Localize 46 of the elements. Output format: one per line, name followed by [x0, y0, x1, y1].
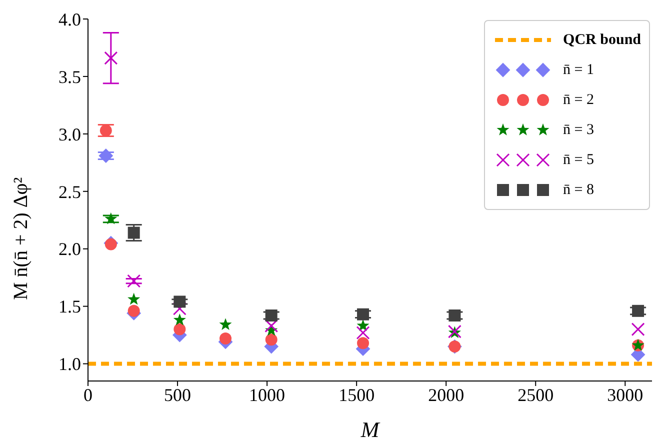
point [265, 334, 278, 346]
point [632, 304, 644, 317]
point [98, 148, 114, 163]
y-tick-label: 2.5 [58, 182, 81, 202]
point [128, 292, 140, 305]
y-tick-label: 4.0 [58, 9, 81, 30]
point [128, 226, 140, 239]
point [631, 322, 645, 336]
point [127, 274, 141, 288]
x-tick-label: 500 [164, 384, 192, 405]
x-tick-label: 2500 [518, 384, 554, 405]
point [357, 308, 370, 320]
y-tick-label: 1.5 [58, 296, 81, 317]
legend-label: n̄ = 8 [563, 182, 594, 198]
y-tick-label: 2.0 [58, 239, 81, 260]
point [172, 302, 186, 316]
legend-label: n̄ = 5 [563, 152, 594, 168]
y-tick-label: 1.0 [58, 354, 81, 374]
x-axis-title: M [360, 417, 381, 442]
point [220, 332, 232, 344]
legend-label: QCR bound [563, 32, 641, 48]
legend-label: n̄ = 2 [563, 92, 594, 108]
point [104, 212, 118, 224]
x-tick-label: 1500 [338, 384, 375, 405]
point [100, 124, 112, 136]
point [173, 313, 186, 326]
x-tick-label: 2000 [428, 384, 464, 405]
point [174, 296, 186, 308]
point [356, 326, 370, 340]
y-tick-label: 3.0 [58, 124, 81, 144]
y-tick-label: 3.5 [58, 66, 81, 87]
point [356, 319, 370, 332]
point [357, 337, 370, 350]
legend-label: n̄ = 1 [563, 62, 594, 78]
x-tick-label: 0 [84, 384, 92, 405]
x-tick-label: 3000 [607, 384, 644, 405]
point [174, 323, 186, 336]
point [219, 318, 232, 330]
point [448, 309, 461, 322]
x-tick-label: 1000 [249, 384, 286, 405]
legend-label: n̄ = 3 [563, 122, 594, 138]
point [264, 319, 278, 333]
point [128, 304, 140, 317]
point [265, 309, 278, 322]
point [104, 51, 118, 65]
y-axis-title: M n̄(n̄ + 2) Δφ² [10, 177, 32, 300]
